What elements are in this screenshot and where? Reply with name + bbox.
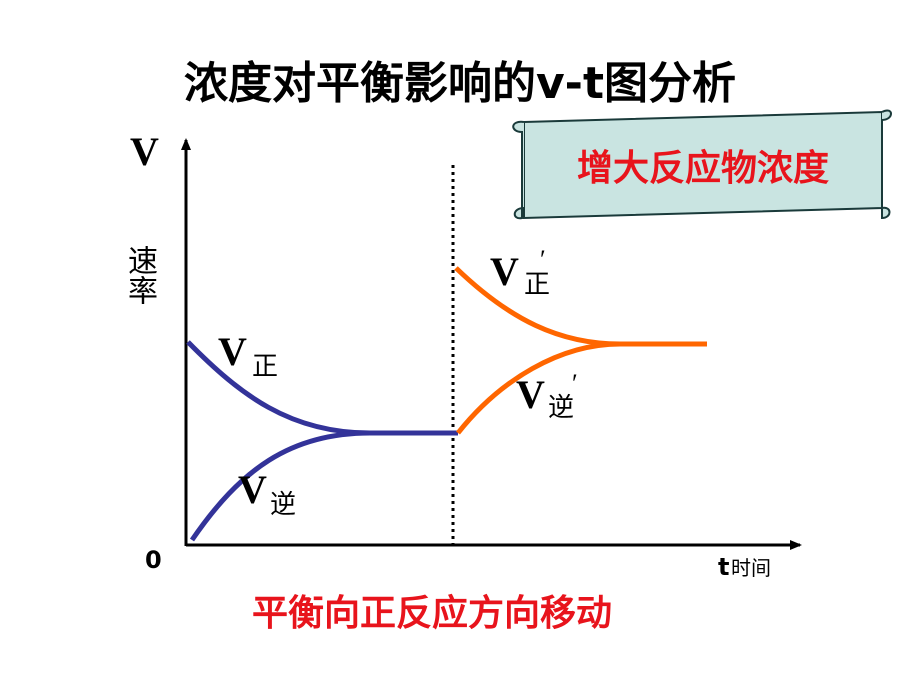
label-prime: ′ bbox=[540, 245, 546, 274]
label-subscript: 逆 bbox=[270, 490, 296, 520]
label-subscript: 正 bbox=[524, 270, 550, 300]
label-subscript: 正 bbox=[252, 352, 278, 382]
caption: 平衡向正反应方向移动 bbox=[252, 593, 612, 634]
title: 浓度对平衡影响的v-t图分析 bbox=[184, 58, 736, 109]
reverse-curve bbox=[189, 430, 371, 542]
label-forward: V 正 bbox=[218, 329, 278, 382]
label-symbol: V bbox=[238, 467, 267, 512]
x-axis-label: 时间 bbox=[731, 556, 771, 580]
x-axis-symbol: t bbox=[718, 553, 729, 581]
label-subscript: 逆 bbox=[548, 393, 574, 423]
banner-text: 增大反应物浓度 bbox=[577, 148, 829, 189]
y-axis-symbol: V bbox=[130, 129, 159, 174]
label-reverse-new: V 逆 ′ bbox=[516, 369, 578, 423]
label-symbol: V bbox=[218, 329, 247, 374]
label-reverse: V 逆 bbox=[238, 467, 296, 520]
label-forward-new: V 正 ′ bbox=[490, 245, 550, 300]
label-prime: ′ bbox=[572, 369, 578, 398]
banner: 增大反应物浓度 bbox=[512, 109, 892, 220]
label-symbol: V bbox=[516, 372, 545, 417]
label-symbol: V bbox=[490, 249, 519, 294]
reverse-curve-new bbox=[456, 341, 621, 435]
y-axis-label: 速率 bbox=[122, 245, 157, 305]
origin: 0 bbox=[145, 546, 162, 574]
